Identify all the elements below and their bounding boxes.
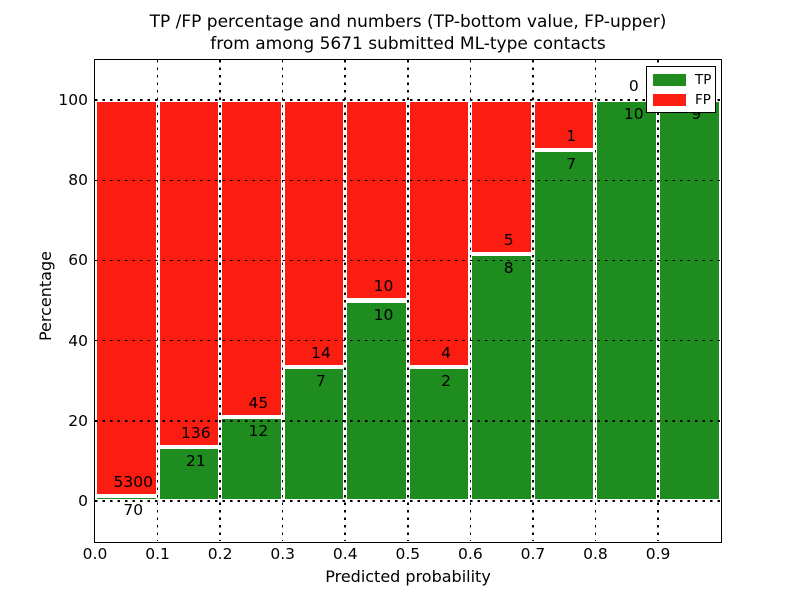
y-gridline (95, 179, 721, 181)
x-gridline (281, 60, 284, 541)
x-tick-label: 0.4 (332, 545, 358, 563)
bar-tp-count-label: 12 (248, 421, 269, 440)
bar-fp-segment (220, 100, 283, 417)
bar-tp-count-label: 21 (185, 452, 206, 471)
bar-tp-count-label: 2 (441, 372, 452, 391)
y-tick-label: 0 (78, 491, 88, 510)
x-gridline (532, 60, 534, 541)
x-tick-label: 0.0 (82, 545, 108, 563)
bar-tp-segment (95, 495, 158, 501)
bar-tp-segment (595, 100, 659, 501)
bar-fp-count-label: 5 (503, 231, 514, 250)
legend: TP FP (646, 66, 716, 113)
bar-fp-count-label: 4 (441, 344, 452, 363)
bar-tp-count-label: 70 (123, 500, 144, 519)
bar-tp-segment (658, 100, 721, 501)
x-tick-label: 0.5 (395, 545, 421, 563)
y-tick-label: 20 (68, 411, 88, 430)
x-gridline (469, 60, 472, 541)
x-tick-label: 0.7 (520, 545, 546, 563)
bar-tp-segment (220, 416, 283, 501)
y-tick-label: 100 (58, 91, 88, 110)
bar-fp-count-label: 14 (311, 344, 331, 363)
bar-tp-count-label: 8 (503, 259, 514, 278)
chart-title: TP /FP percentage and numbers (TP-bottom… (95, 11, 721, 55)
bar-tp-segment (282, 367, 346, 501)
bar-fp-segment (470, 100, 533, 255)
bar-tp-count-label: 7 (566, 155, 577, 174)
chart-title-line2: from among 5671 submitted ML-type contac… (210, 34, 606, 54)
y-gridline (95, 259, 721, 262)
y-gridline (95, 339, 721, 342)
legend-swatch-fp (653, 93, 686, 106)
legend-swatch-tp (653, 73, 686, 86)
x-gridline (657, 60, 659, 541)
bar-tp-count-label: 7 (316, 372, 326, 391)
y-gridline (95, 420, 721, 422)
y-gridline (95, 99, 721, 101)
x-axis-title: Predicted probability (325, 567, 491, 586)
bar-tp-segment (345, 300, 408, 501)
bar-tp-segment (157, 447, 221, 501)
legend-label: TP (695, 71, 712, 88)
bar-fp-count-label: 5300 (113, 472, 153, 491)
bar-fp-count-label: 1 (566, 127, 577, 146)
bar-tp-count-label: 10 (373, 305, 394, 324)
bar-fp-segment (407, 100, 471, 368)
y-tick-label: 80 (68, 171, 88, 190)
legend-label: FP (695, 91, 711, 108)
bar-tp-segment (407, 367, 471, 501)
x-tick-label: 0.3 (270, 545, 295, 563)
bar-fp-segment (95, 100, 158, 496)
x-gridline (594, 60, 597, 541)
bar-fp-segment (282, 100, 346, 368)
x-tick-label: 0.6 (458, 545, 483, 563)
axes-border (94, 59, 722, 543)
bar-tp-segment (470, 254, 533, 501)
bar-fp-segment (532, 100, 596, 151)
legend-item: FP (653, 91, 711, 108)
x-tick-label: 0.1 (145, 545, 170, 563)
bar-fp-count-label: 45 (248, 393, 269, 412)
bar-fp-segment (157, 100, 221, 448)
bar-fp-segment (345, 100, 408, 301)
y-gridline (95, 500, 721, 502)
x-gridline (219, 60, 221, 541)
legend-item: TP (653, 71, 712, 88)
x-tick-label: 0.2 (207, 545, 233, 563)
x-tick-label: 0.8 (583, 545, 608, 563)
bar-fp-count-label: 10 (373, 277, 394, 296)
x-gridline (407, 60, 409, 541)
bar-fp-count-label: 136 (181, 424, 211, 443)
x-gridline (344, 60, 346, 541)
y-axis-title: Percentage (36, 251, 55, 342)
x-gridline (156, 60, 159, 541)
chart-title-line1: TP /FP percentage and numbers (TP-bottom… (149, 12, 667, 32)
x-tick-label: 0.9 (645, 545, 671, 563)
bar-tp-segment (532, 150, 596, 501)
